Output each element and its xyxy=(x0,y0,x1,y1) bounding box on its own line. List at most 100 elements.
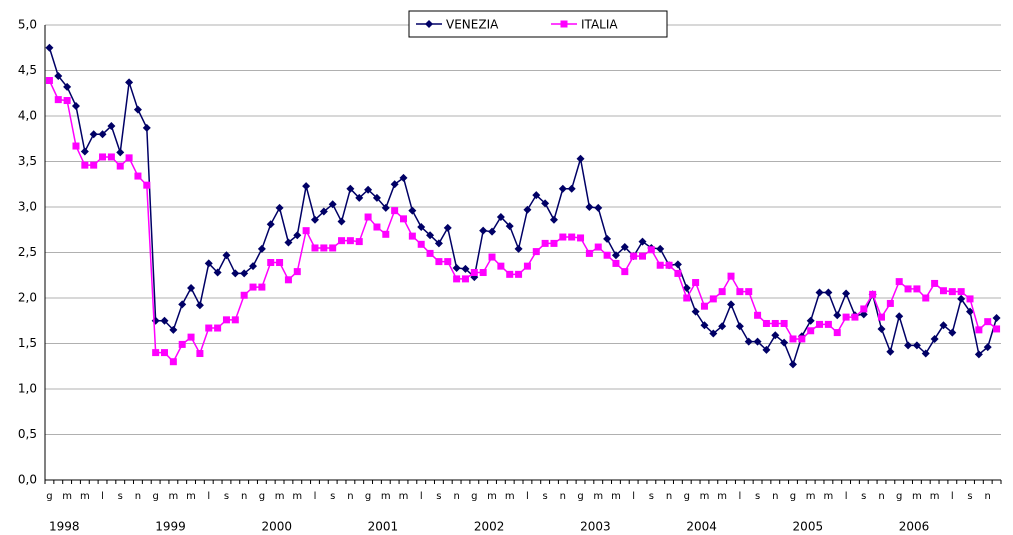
marker xyxy=(771,319,779,327)
marker xyxy=(249,262,258,271)
x-tick-label: l xyxy=(951,491,954,502)
marker xyxy=(691,307,700,316)
x-tick-label: l xyxy=(738,491,741,502)
marker xyxy=(134,172,142,180)
marker xyxy=(780,338,789,347)
y-tick-label: 1,5 xyxy=(18,336,37,350)
x-tick-label: l xyxy=(526,491,529,502)
x-tick-label: l xyxy=(101,491,104,502)
x-tick-label: m xyxy=(275,491,285,502)
y-tick-label: 4,0 xyxy=(18,109,37,123)
marker xyxy=(142,123,151,132)
marker xyxy=(939,287,947,295)
marker xyxy=(107,153,115,161)
marker xyxy=(638,237,647,246)
x-tick-label: s xyxy=(755,491,760,502)
marker xyxy=(957,294,966,303)
x-tick-label: s xyxy=(861,491,866,502)
x-tick-label: n xyxy=(560,491,566,502)
marker xyxy=(567,184,576,193)
marker xyxy=(443,223,452,232)
x-tick-label: m xyxy=(168,491,178,502)
marker xyxy=(461,275,469,283)
marker xyxy=(523,262,531,270)
marker xyxy=(921,349,930,358)
year-label: 2002 xyxy=(474,520,505,534)
marker xyxy=(187,333,195,341)
marker xyxy=(257,244,266,253)
marker xyxy=(311,244,319,252)
marker xyxy=(417,240,425,248)
marker xyxy=(452,263,461,272)
marker xyxy=(302,182,311,191)
marker xyxy=(98,130,107,139)
x-tick-label: l xyxy=(845,491,848,502)
marker xyxy=(488,253,496,261)
marker xyxy=(869,290,877,298)
marker xyxy=(594,243,602,251)
marker xyxy=(444,258,452,266)
marker xyxy=(187,283,196,292)
y-tick-label: 5,0 xyxy=(18,18,37,32)
marker xyxy=(54,71,63,80)
year-label: 2001 xyxy=(368,520,399,534)
marker xyxy=(240,269,249,278)
marker xyxy=(515,270,523,278)
marker xyxy=(904,285,912,293)
marker xyxy=(240,291,248,299)
marker xyxy=(912,341,921,350)
marker xyxy=(771,331,780,340)
marker xyxy=(560,20,568,28)
marker xyxy=(541,199,550,208)
marker xyxy=(90,161,98,169)
x-tick-label: l xyxy=(207,491,210,502)
marker xyxy=(966,295,974,303)
marker xyxy=(594,203,603,212)
x-tick-label: m xyxy=(700,491,710,502)
marker xyxy=(603,251,611,259)
marker xyxy=(214,324,222,332)
marker xyxy=(895,278,903,286)
marker xyxy=(842,313,850,321)
marker xyxy=(568,233,576,241)
x-tick-label: s xyxy=(543,491,548,502)
marker xyxy=(488,227,497,236)
marker xyxy=(886,347,895,356)
marker xyxy=(788,360,797,369)
marker xyxy=(709,295,717,303)
y-tick-label: 0,0 xyxy=(18,473,37,487)
marker xyxy=(426,231,435,240)
marker xyxy=(744,337,753,346)
marker xyxy=(966,307,975,316)
x-tick-label: m xyxy=(806,491,816,502)
legend-label: ITALIA xyxy=(581,18,618,32)
marker xyxy=(957,288,965,296)
marker xyxy=(806,316,815,325)
marker xyxy=(213,268,222,277)
x-tick-label: n xyxy=(135,491,141,502)
y-tick-label: 0,5 xyxy=(18,427,37,441)
y-tick-label: 3,0 xyxy=(18,200,37,214)
marker xyxy=(993,325,1001,333)
marker xyxy=(718,322,727,331)
marker xyxy=(673,260,682,269)
x-tick-label: g xyxy=(684,491,690,502)
x-tick-label: n xyxy=(453,491,459,502)
x-tick-label: m xyxy=(505,491,515,502)
marker xyxy=(45,77,53,85)
marker xyxy=(133,105,142,114)
marker xyxy=(258,283,266,291)
x-tick-label: g xyxy=(471,491,477,502)
marker xyxy=(364,213,372,221)
marker xyxy=(585,249,593,257)
marker xyxy=(116,148,125,157)
series-line xyxy=(48,47,998,367)
marker xyxy=(975,326,983,334)
marker xyxy=(426,249,434,257)
marker xyxy=(833,329,841,337)
y-tick-label: 3,5 xyxy=(18,154,37,168)
y-tick-label: 2,5 xyxy=(18,245,37,259)
marker xyxy=(674,269,682,277)
x-tick-label: g xyxy=(577,491,583,502)
marker xyxy=(382,230,390,238)
